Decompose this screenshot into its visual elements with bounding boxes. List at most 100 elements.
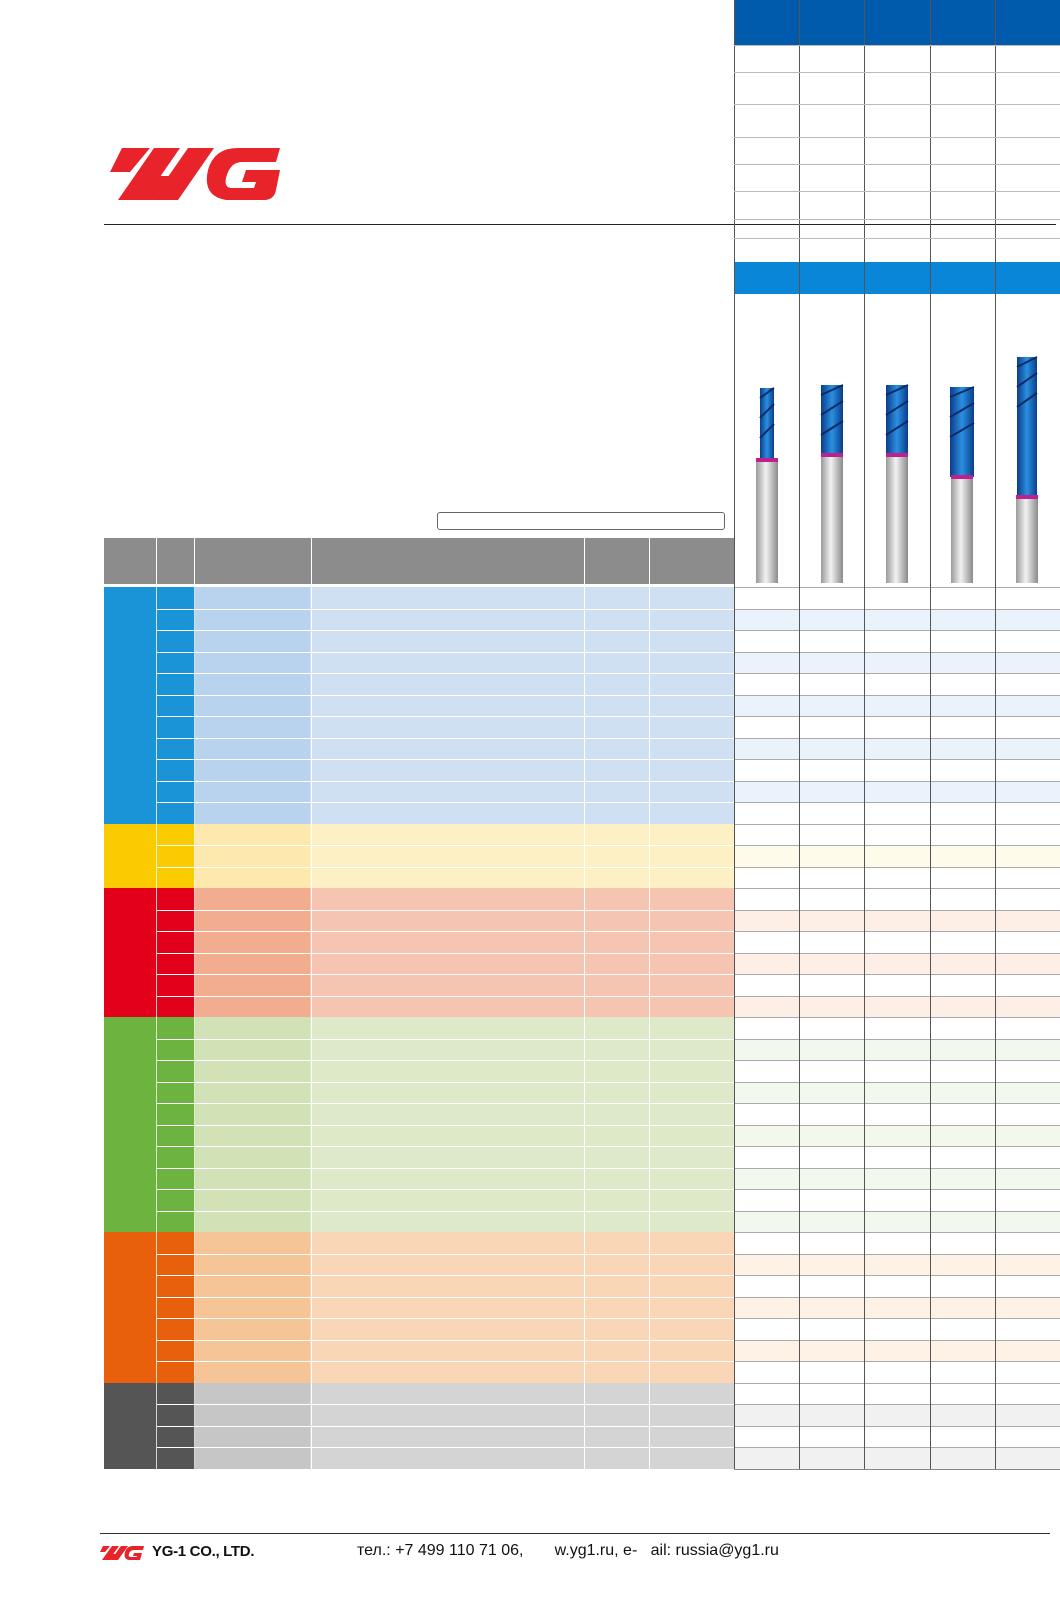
header-cell-tensile — [650, 538, 734, 584]
row-divider — [157, 1425, 734, 1427]
column-divider — [649, 1382, 650, 1469]
tool-suitability-row — [734, 651, 1060, 673]
company-name: YG-1 CO., LTD. — [152, 1543, 255, 1560]
column-grid-line — [734, 191, 1060, 192]
iso-color-block — [104, 587, 156, 824]
iso-color-block — [104, 888, 156, 1017]
column-divider — [311, 1017, 312, 1232]
row-divider — [157, 974, 734, 975]
material-name-cell — [195, 1232, 310, 1383]
column-divider — [584, 823, 585, 888]
row-divider — [157, 995, 734, 997]
row-divider — [157, 952, 734, 954]
tool-suitability-row — [734, 1038, 1060, 1060]
row-divider — [157, 1210, 734, 1212]
iso-color-block — [104, 1232, 156, 1383]
tool-suitability-row — [734, 1232, 1060, 1254]
material-group-s — [104, 1232, 734, 1383]
tool-suitability-row — [734, 780, 1060, 802]
header-rule — [104, 224, 1056, 225]
header-cell-description — [312, 538, 585, 584]
tool-suitability-row — [734, 1103, 1060, 1125]
material-group-m — [104, 823, 734, 888]
material-name-cell — [195, 823, 310, 888]
tool-suitability-row — [734, 1296, 1060, 1318]
footer-logo — [100, 1546, 144, 1560]
row-divider — [157, 909, 734, 911]
row-divider — [157, 1103, 734, 1104]
column-grid-line — [734, 104, 1060, 105]
row-divider — [157, 1447, 734, 1448]
column-divider — [584, 888, 585, 1017]
tool-suitability-row — [734, 1124, 1060, 1146]
group-number-column — [157, 1232, 194, 1383]
header-cell-material — [195, 538, 312, 584]
tool-suitability-row — [734, 1189, 1060, 1211]
row-divider — [157, 737, 734, 739]
iso-color-block — [104, 823, 156, 888]
row-divider — [157, 1318, 734, 1319]
row-divider — [157, 608, 734, 610]
row-divider — [157, 866, 734, 868]
column-grid-line — [734, 238, 1060, 239]
tool-suitability-row — [734, 1425, 1060, 1448]
row-divider — [157, 1404, 734, 1405]
column-grid-line — [734, 219, 1060, 220]
group-number-column — [157, 587, 194, 824]
column-subheader-band — [734, 262, 1060, 294]
column-divider — [584, 587, 585, 824]
tool-suitability-row — [734, 1361, 1060, 1383]
row-divider — [157, 780, 734, 782]
row-divider — [157, 673, 734, 674]
column-grid-line — [734, 137, 1060, 138]
tool-suitability-row — [734, 909, 1060, 931]
column-divider — [649, 587, 650, 824]
tool-suitability-row — [734, 1253, 1060, 1275]
row-divider — [157, 716, 734, 717]
column-divider — [584, 1382, 585, 1469]
tool-suitability-row — [734, 1318, 1060, 1340]
material-group-p — [104, 587, 734, 824]
row-divider — [157, 1060, 734, 1061]
column-divider — [311, 1382, 312, 1469]
tool-suitability-row — [734, 1404, 1060, 1426]
column-grid-line — [734, 164, 1060, 165]
tool-suitability-row — [734, 673, 1060, 695]
tool-columns — [734, 0, 1060, 1470]
tool-suitability-row — [734, 1447, 1060, 1469]
tool-suitability-row — [734, 802, 1060, 824]
column-divider — [311, 1232, 312, 1383]
yg1-logo — [110, 148, 280, 200]
row-divider — [157, 845, 734, 846]
tool-suitability-row — [734, 888, 1060, 910]
column-divider — [649, 1017, 650, 1232]
row-divider — [157, 1339, 734, 1341]
tool-suitability-row — [734, 1210, 1060, 1232]
column-grid-line — [734, 72, 1060, 73]
column-divider — [994, 0, 996, 1470]
tool-suitability-row — [734, 866, 1060, 889]
table-end-line — [734, 1468, 1060, 1470]
tool-suitability-row — [734, 630, 1060, 652]
column-divider — [799, 0, 801, 1470]
column-divider — [649, 1232, 650, 1383]
material-name-cell — [195, 587, 310, 824]
column-divider — [864, 0, 866, 1470]
row-divider — [157, 1124, 734, 1126]
tool-suitability-row — [734, 1275, 1060, 1297]
long-flute-end-mill-image — [1016, 356, 1039, 583]
column-divider — [929, 0, 931, 1470]
column-divider — [311, 823, 312, 888]
column-header-band — [734, 0, 1060, 45]
search-field[interactable] — [437, 512, 725, 530]
tool-suitability-row — [734, 931, 1060, 953]
row-divider — [157, 802, 734, 803]
tool-suitability-row — [734, 1167, 1060, 1189]
header-cell-hardness — [585, 538, 650, 584]
tool-suitability-row — [734, 823, 1060, 846]
row-divider — [157, 1253, 734, 1255]
row-divider — [157, 1167, 734, 1169]
material-group-n — [104, 1017, 734, 1232]
tool-suitability-row — [734, 1081, 1060, 1103]
row-divider — [157, 1361, 734, 1362]
